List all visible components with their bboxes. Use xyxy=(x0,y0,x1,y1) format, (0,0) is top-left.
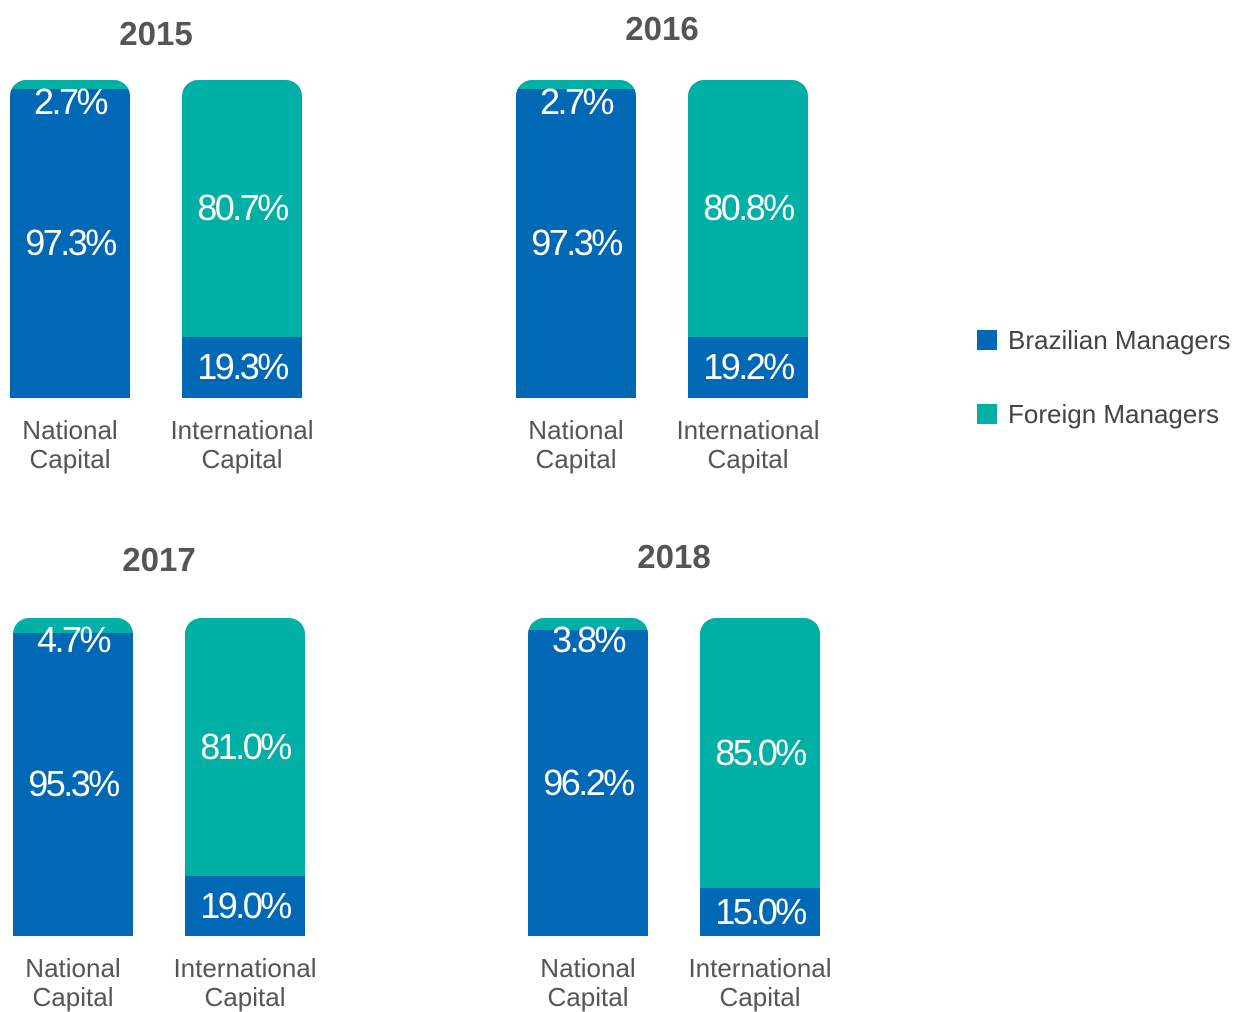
bar-segment xyxy=(182,80,302,337)
value-label: 4.7% xyxy=(36,619,112,660)
stacked-bar: 97.3% 2.7% xyxy=(10,80,130,398)
x-tick-label: National Capital xyxy=(528,415,624,474)
x-tick-label: International Capital xyxy=(688,953,832,1012)
stacked-bar: 97.3% 2.7% xyxy=(516,80,636,398)
stacked-bar: 95.3% 4.7% xyxy=(13,618,133,936)
value-label: 19.0% xyxy=(200,884,292,926)
x-tick-label: National Capital xyxy=(22,415,118,474)
x-tick-label: National Capital xyxy=(540,953,636,1012)
stacked-bar: 19.2% 80.8% xyxy=(688,80,808,398)
bar-segment xyxy=(688,80,808,337)
value-label: 97.3% xyxy=(531,222,623,264)
value-label: 95.3% xyxy=(28,763,120,805)
value-label: 97.3% xyxy=(25,222,117,264)
value-label: 80.8% xyxy=(703,187,795,229)
legend-label: Foreign Managers xyxy=(1008,399,1219,429)
bar-segment xyxy=(13,618,133,633)
value-label: 15.0% xyxy=(715,891,807,933)
stacked-bar: 19.0% 81.0% xyxy=(185,618,305,936)
bar-segment xyxy=(13,632,133,936)
chart-title: 2018 xyxy=(637,538,711,575)
bar-segment xyxy=(182,336,302,398)
bar-segment xyxy=(185,875,305,936)
bar-segment xyxy=(10,80,130,89)
value-label: 19.2% xyxy=(703,346,795,388)
stacked-bar: 96.2% 3.8% xyxy=(528,618,648,936)
value-label: 3.8% xyxy=(551,619,627,660)
bar-segment xyxy=(528,618,648,631)
legend-swatch xyxy=(977,330,997,350)
value-label: 80.7% xyxy=(197,187,289,229)
value-label: 81.0% xyxy=(200,725,292,767)
value-label: 85.0% xyxy=(715,732,807,774)
value-label: 19.3% xyxy=(197,346,289,388)
chart-title: 2017 xyxy=(122,541,196,578)
chart-title: 2015 xyxy=(119,15,193,52)
bar-segment xyxy=(688,336,808,398)
value-label: 2.7% xyxy=(539,81,615,122)
legend-label: Brazilian Managers xyxy=(1008,325,1231,355)
x-tick-label: International Capital xyxy=(676,415,820,474)
value-label: 96.2% xyxy=(543,762,635,804)
bar-segment xyxy=(528,630,648,936)
legend-swatch xyxy=(977,404,997,424)
bar-segment xyxy=(700,618,820,889)
stacked-bar: 19.3% 80.7% xyxy=(182,80,302,398)
bar-segment xyxy=(185,618,305,876)
x-tick-label: International Capital xyxy=(173,953,317,1012)
x-tick-label: International Capital xyxy=(170,415,314,474)
bar-segment xyxy=(10,88,130,398)
bar-segment xyxy=(516,80,636,89)
x-tick-label: National Capital xyxy=(25,953,121,1012)
value-label: 2.7% xyxy=(33,81,109,122)
stacked-bar: 15.0% 85.0% xyxy=(700,618,820,936)
bar-segment xyxy=(700,888,820,936)
bar-segment xyxy=(516,88,636,398)
chart-title: 2016 xyxy=(625,10,699,47)
